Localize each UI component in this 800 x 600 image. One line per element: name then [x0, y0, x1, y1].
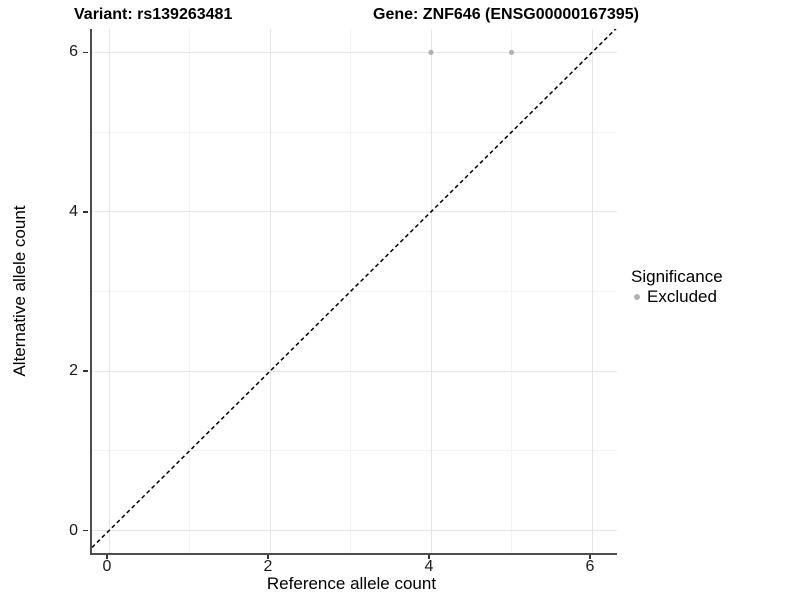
gene-title: Gene: ZNF646 (ENSG00000167395) — [373, 6, 639, 23]
y-tick-mark-4 — [83, 211, 88, 213]
gridline-y-4 — [92, 211, 617, 213]
variant-title: Variant: rs139263481 — [74, 6, 233, 23]
plot-panel — [90, 29, 617, 555]
gridline-y-2 — [92, 370, 617, 372]
gridline-x-2 — [269, 29, 271, 553]
y-tick-label-2: 2 — [69, 362, 78, 380]
x-tick-label-0: 0 — [102, 558, 112, 575]
data-point — [508, 49, 515, 55]
y-tick-label-6: 6 — [69, 43, 78, 61]
gridline-y-3 — [92, 291, 617, 292]
gridline-x-6 — [591, 29, 593, 553]
x-tick-mark-4 — [428, 555, 430, 559]
gridline-y-6 — [92, 51, 617, 53]
excluded-point-marker-icon — [634, 294, 640, 300]
gridline-y-1 — [92, 450, 617, 452]
y-tick-mark-0 — [83, 529, 88, 532]
gridline-y-0 — [92, 530, 617, 532]
x-tick-mark-6 — [589, 555, 591, 559]
legend-title: Significance — [631, 267, 723, 286]
identity-reference-line — [92, 29, 617, 548]
legend: Significance Excluded — [629, 267, 797, 307]
x-axis-title: Reference allele count — [266, 574, 437, 593]
y-tick-label-0: 0 — [69, 521, 78, 539]
y-tick-mark-2 — [83, 370, 88, 372]
plot-svg-layer — [92, 29, 617, 548]
y-tick-mark-6 — [83, 51, 88, 54]
y-tick-label-4: 4 — [69, 202, 78, 220]
legend-entry-excluded: Excluded — [629, 287, 797, 307]
x-tick-mark-2 — [267, 555, 269, 559]
data-point — [428, 49, 434, 55]
legend-entry-label: Excluded — [647, 287, 717, 306]
x-tick-label-6: 6 — [585, 558, 595, 575]
x-tick-mark-0 — [106, 555, 108, 559]
gridline-y-5 — [92, 131, 617, 133]
y-axis-title: Alternative allele count — [10, 205, 29, 377]
legend-key — [629, 289, 645, 305]
x-tick-label-2: 2 — [263, 558, 273, 575]
gridline-x-4 — [430, 29, 432, 553]
gridline-x-0 — [108, 29, 110, 553]
x-tick-label-4: 4 — [424, 558, 434, 575]
